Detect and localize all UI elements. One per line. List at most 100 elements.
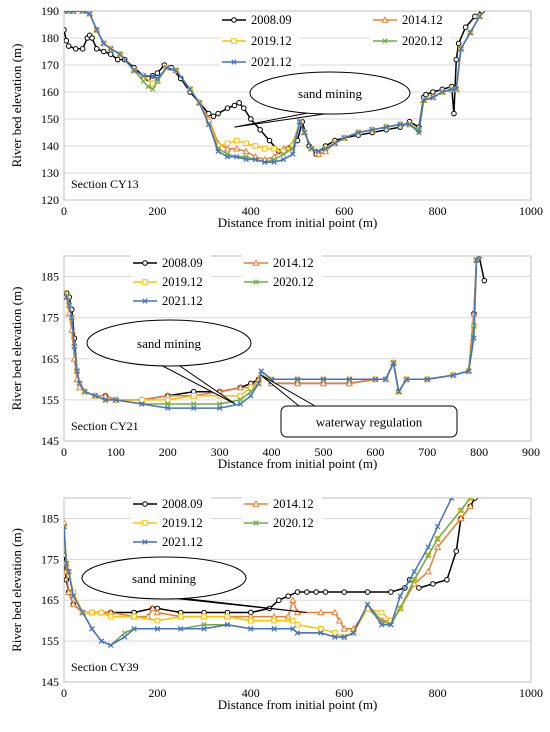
data-point-2021.12 <box>100 40 107 47</box>
legend-marker <box>142 279 148 285</box>
data-point-2008.09 <box>224 105 231 111</box>
data-point-2021.12 <box>64 290 67 296</box>
data-point-2019.12 <box>98 609 105 616</box>
callout-box <box>280 405 458 438</box>
legend-label: 2014.12 <box>273 256 314 270</box>
legend-marker <box>142 501 148 507</box>
y-axis-label: River bed elevation (m) <box>9 287 24 411</box>
y-tick-label: 165 <box>41 352 59 366</box>
data-point-2019.12 <box>107 613 114 620</box>
data-point-2019.12 <box>332 630 338 636</box>
data-point-2021.12 <box>471 335 477 341</box>
data-point-2020.12 <box>121 630 128 636</box>
data-point-2021.12 <box>71 343 78 350</box>
y-tick-label: 175 <box>41 311 59 325</box>
data-point-2021.12 <box>453 86 460 93</box>
x-tick-label: 600 <box>366 445 384 459</box>
y-tick-label: 145 <box>41 675 59 689</box>
data-point-2014.12 <box>293 379 302 387</box>
series-line-2021.12 <box>64 498 453 647</box>
data-point-2014.12 <box>457 514 465 522</box>
legend-marker <box>142 520 148 526</box>
data-point-2021.12 <box>107 46 114 52</box>
data-point-2021.12 <box>190 405 197 411</box>
plot-area <box>64 256 488 411</box>
chart-panel-1: 120 130 140 150 160 170 180 190 0 200 400 600 800 100… <box>9 4 543 230</box>
plot-border <box>63 10 532 201</box>
legend-marker <box>253 279 259 285</box>
y-tick-label: 155 <box>41 634 59 648</box>
y-tick-label: 140 <box>41 139 59 153</box>
y-tick-label: 165 <box>41 593 59 607</box>
data-point-2021.12 <box>154 626 161 632</box>
data-point-2021.12 <box>382 376 389 383</box>
legend-item: 2019.12 <box>131 274 211 289</box>
data-point-2021.12 <box>82 388 88 395</box>
legend-label: 2008.09 <box>251 13 292 27</box>
data-point-2021.12 <box>258 368 264 374</box>
data-point-2019.12 <box>271 617 277 624</box>
legend-backdrop <box>131 515 211 530</box>
data-point-2021.12 <box>439 89 445 95</box>
data-point-2019.12 <box>177 613 184 620</box>
legend-backdrop <box>371 12 451 27</box>
legend-label: 2019.12 <box>162 275 203 289</box>
data-point-2020.12 <box>165 401 171 407</box>
data-point-2008.09 <box>72 46 79 52</box>
data-point-2019.12 <box>262 145 268 152</box>
data-point-2014.12 <box>289 596 297 604</box>
data-point-2008.09 <box>64 37 70 44</box>
data-point-2008.09 <box>462 24 469 31</box>
data-point-2020.12 <box>237 397 244 403</box>
legend-item: 2021.12 <box>131 293 211 308</box>
data-point-2019.12 <box>224 613 231 620</box>
data-point-2019.12 <box>79 11 86 14</box>
x-axis-label: Distance from initial point (m) <box>218 697 378 712</box>
x-tick-label: 1000 <box>519 204 543 218</box>
data-point-2021.12 <box>206 121 212 128</box>
x-tick-label: 200 <box>148 204 166 218</box>
data-point-2021.12 <box>341 135 347 141</box>
legend-marker <box>382 38 388 44</box>
legend-item: 2020.12 <box>242 515 322 530</box>
data-point-2021.12 <box>113 397 119 403</box>
data-point-2021.12 <box>92 393 98 399</box>
plot-area <box>64 498 478 648</box>
legend-item: 2008.09 <box>220 12 300 27</box>
callout-label: sand mining <box>298 86 362 101</box>
data-point-2021.12 <box>139 401 145 407</box>
data-point-2020.12 <box>201 622 207 628</box>
data-point-2021.12 <box>70 11 77 14</box>
legend-backdrop <box>131 293 211 308</box>
data-point-2021.12 <box>372 376 379 383</box>
data-point-2021.12 <box>65 568 72 575</box>
data-point-2021.12 <box>102 397 109 403</box>
y-tick-label: 145 <box>41 434 59 448</box>
chart-panel-2: 145 155 165 175 185 0 100 200 300 400 500 600 700 800… <box>9 255 540 471</box>
data-point-2021.12 <box>420 97 427 103</box>
data-point-2014.12 <box>319 379 328 387</box>
data-point-2021.12 <box>93 27 100 33</box>
legend-backdrop <box>242 496 322 511</box>
y-tick-label: 175 <box>41 552 59 566</box>
data-point-2019.12 <box>224 140 231 147</box>
y-tick-label: 120 <box>41 193 59 207</box>
data-point-2008.09 <box>455 40 462 47</box>
data-point-2021.12 <box>332 634 338 640</box>
legend-backdrop <box>220 33 300 48</box>
data-point-2021.12 <box>64 560 70 567</box>
data-point-2008.09 <box>100 48 107 55</box>
x-tick-label: 500 <box>314 445 332 459</box>
data-point-2021.12 <box>79 609 86 616</box>
y-tick-label: 185 <box>41 511 59 525</box>
data-point-2008.09 <box>444 576 450 583</box>
data-point-2020.12 <box>458 507 464 513</box>
data-point-2021.12 <box>280 156 287 163</box>
data-point-2019.12 <box>154 617 161 624</box>
data-point-2021.12 <box>140 73 147 79</box>
x-axis-label: Distance from initial point (m) <box>218 215 378 230</box>
data-point-2021.12 <box>369 127 375 133</box>
data-point-2021.12 <box>178 626 184 632</box>
data-point-2021.12 <box>315 148 322 155</box>
data-point-2008.09 <box>472 498 478 501</box>
